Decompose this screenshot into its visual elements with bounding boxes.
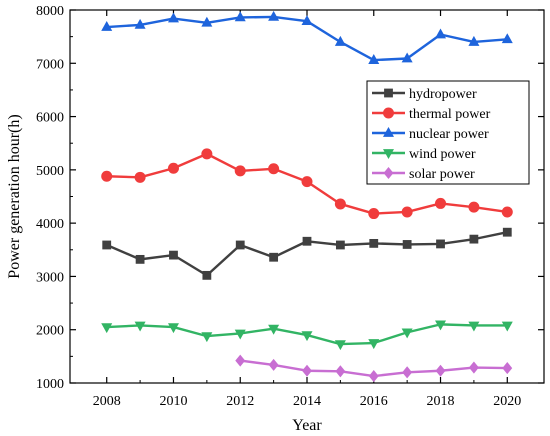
x-tick-label: 2020	[493, 394, 521, 409]
y-tick-label: 2000	[36, 324, 64, 339]
data-point-nuclear-power	[334, 35, 346, 46]
legend-marker-solar-power	[383, 166, 394, 180]
data-point-nuclear-power	[401, 52, 413, 63]
legend-marker-wind-power	[383, 149, 394, 160]
data-point-hydropower	[436, 239, 445, 249]
data-point-hydropower	[202, 270, 212, 280]
legend-label-nuclear-power: nuclear power	[409, 127, 489, 142]
data-point-hydropower	[502, 227, 512, 237]
data-point-hydropower	[335, 240, 345, 250]
data-point-thermal-power	[101, 170, 113, 182]
data-point-hydropower	[369, 238, 379, 248]
legend-label-solar-power: solar power	[409, 167, 475, 182]
data-point-solar-power	[435, 364, 446, 377]
series-thermal-power	[101, 148, 513, 220]
data-point-hydropower	[269, 252, 279, 262]
data-point-wind-power	[401, 328, 413, 339]
data-point-hydropower	[135, 254, 145, 264]
legend-marker-nuclear-power	[383, 126, 394, 137]
data-point-thermal-power	[201, 148, 213, 160]
legend-label-thermal-power: thermal power	[409, 107, 491, 122]
data-point-wind-power	[134, 321, 146, 332]
data-point-solar-power	[402, 366, 413, 379]
data-point-nuclear-power	[435, 28, 447, 39]
data-point-nuclear-power	[501, 33, 513, 44]
data-point-wind-power	[234, 329, 246, 340]
y-tick-label: 7000	[36, 57, 64, 72]
data-point-solar-power	[502, 362, 513, 375]
data-point-wind-power	[268, 324, 280, 335]
series-wind-power	[101, 320, 513, 351]
data-point-thermal-power	[334, 198, 346, 210]
data-point-hydropower	[102, 240, 112, 250]
data-point-nuclear-power	[468, 35, 480, 46]
data-point-hydropower	[235, 240, 245, 250]
data-point-thermal-power	[234, 165, 246, 177]
data-point-nuclear-power	[201, 16, 213, 27]
y-tick-label: 5000	[36, 164, 64, 179]
data-point-nuclear-power	[101, 21, 113, 31]
data-point-hydropower	[402, 240, 412, 249]
data-point-thermal-power	[301, 176, 313, 188]
y-tick-label: 3000	[36, 270, 64, 285]
x-axis-title: Year	[292, 417, 322, 434]
data-point-thermal-power	[501, 206, 513, 218]
x-tick-label: 2010	[159, 394, 187, 409]
data-point-thermal-power	[167, 162, 179, 174]
data-point-wind-power	[368, 339, 380, 350]
data-point-thermal-power	[401, 206, 413, 218]
x-tick-label: 2012	[226, 394, 254, 409]
data-point-wind-power	[334, 340, 346, 351]
data-point-thermal-power	[468, 201, 480, 213]
y-tick-label: 8000	[36, 4, 64, 19]
legend-marker-hydropower	[384, 88, 393, 98]
data-point-nuclear-power	[368, 54, 380, 64]
y-tick-label: 6000	[36, 111, 64, 126]
data-point-wind-power	[167, 323, 179, 334]
data-point-nuclear-power	[268, 10, 280, 21]
data-point-thermal-power	[268, 163, 280, 175]
legend-label-hydropower: hydropower	[409, 87, 477, 102]
y-tick-label: 1000	[36, 377, 64, 392]
legend-label-wind-power: wind power	[409, 147, 476, 162]
data-point-thermal-power	[134, 171, 146, 183]
data-point-wind-power	[501, 321, 513, 332]
data-point-wind-power	[468, 321, 480, 332]
data-point-wind-power	[435, 320, 447, 331]
x-tick-label: 2016	[360, 394, 388, 409]
data-point-hydropower	[302, 236, 312, 246]
data-point-wind-power	[301, 331, 313, 342]
series-solar-power	[235, 354, 513, 383]
data-point-wind-power	[101, 323, 113, 334]
x-tick-label: 2014	[293, 394, 321, 409]
series-nuclear-power	[101, 10, 513, 64]
legend: hydropower thermal power nuclear power wind…	[366, 80, 530, 185]
y-axis-title: Power generation hour(h)	[6, 114, 23, 278]
data-point-nuclear-power	[234, 11, 246, 22]
data-point-wind-power	[201, 332, 213, 343]
data-point-solar-power	[335, 365, 346, 378]
data-point-solar-power	[368, 370, 379, 383]
data-point-hydropower	[169, 250, 178, 260]
data-point-nuclear-power	[301, 15, 313, 26]
x-tick-label: 2008	[93, 394, 121, 409]
data-point-nuclear-power	[167, 12, 179, 23]
data-point-solar-power	[302, 364, 312, 377]
data-point-nuclear-power	[134, 18, 146, 29]
series-hydropower	[102, 227, 512, 280]
x-tick-label: 2018	[427, 394, 455, 409]
data-point-thermal-power	[435, 197, 447, 209]
data-point-solar-power	[235, 354, 246, 367]
data-point-thermal-power	[368, 208, 380, 220]
y-tick-label: 4000	[36, 217, 64, 232]
data-point-solar-power	[468, 361, 479, 374]
data-point-solar-power	[268, 358, 279, 371]
data-point-hydropower	[469, 234, 479, 244]
legend-marker-thermal-power	[383, 107, 394, 119]
